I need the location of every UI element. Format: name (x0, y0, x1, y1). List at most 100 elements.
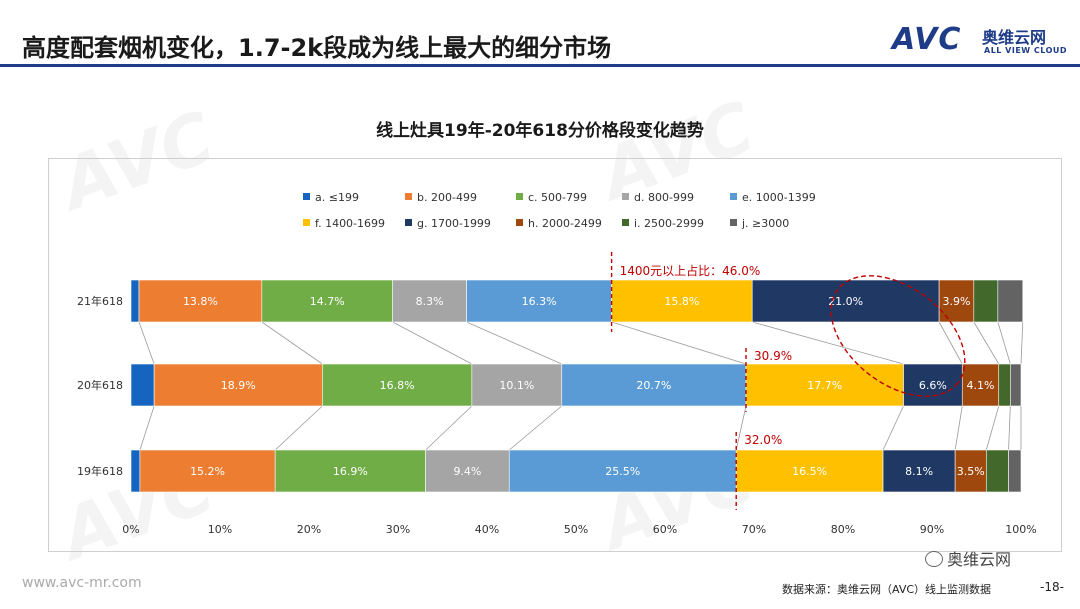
series-connector-line (392, 321, 473, 365)
legend-swatch (405, 219, 412, 226)
bar-segment (130, 449, 141, 493)
y-category-label: 19年618 (77, 464, 123, 478)
legend-swatch (303, 219, 310, 226)
bar-segment (882, 449, 956, 493)
x-tick-label: 80% (831, 523, 855, 536)
series-connector-line (997, 321, 1011, 365)
wechat-label: 奥维云网 (947, 550, 1012, 569)
bar-data-label: 16.9% (333, 465, 368, 478)
x-tick-label: 10% (208, 523, 232, 536)
bar-data-label: 21.0% (828, 295, 863, 308)
x-tick-label: 40% (475, 523, 499, 536)
bar-segment (466, 279, 612, 323)
bar-data-label: 6.6% (919, 379, 947, 392)
bar-data-label: 3.5% (957, 465, 985, 478)
x-tick-label: 20% (297, 523, 321, 536)
legend-swatch (516, 219, 523, 226)
bar-data-label: 17.7% (807, 379, 842, 392)
wechat-badge: 奥维云网 (925, 546, 1011, 570)
series-connector-line (752, 321, 904, 365)
logo-en: ALL VIEW CLOUD (984, 46, 1068, 55)
bar-segment (392, 279, 467, 323)
bar-data-label: 15.8% (664, 295, 699, 308)
bar-data-label: 25.5% (605, 465, 640, 478)
legend-swatch (622, 219, 629, 226)
legend-label: f. 1400-1699 (315, 217, 385, 230)
x-tick-label: 100% (1005, 523, 1036, 536)
footer-url: www.avc-mr.com (22, 575, 142, 591)
bar-segment (322, 363, 473, 407)
legend-label: d. 800-999 (634, 191, 694, 204)
legend-swatch (516, 193, 523, 200)
bar-data-label: 14.7% (310, 295, 345, 308)
series-connector-line (466, 321, 562, 365)
bar-segment (1008, 449, 1022, 493)
bar-data-label: 8.1% (905, 465, 933, 478)
logo-avc: AVC (892, 22, 962, 57)
legend-label: j. ≥3000 (741, 217, 789, 230)
series-connector-line (138, 321, 155, 365)
y-category-label: 20年618 (77, 378, 123, 392)
bar-segment (274, 449, 426, 493)
x-tick-label: 50% (564, 523, 588, 536)
bar-segment (130, 279, 140, 323)
x-tick-label: 60% (653, 523, 677, 536)
legend-swatch (303, 193, 310, 200)
bar-segment (425, 449, 510, 493)
series-connector-line (882, 405, 904, 451)
bar-segment (508, 449, 737, 493)
bar-segment (954, 449, 987, 493)
bar-segment (735, 449, 884, 493)
annotation-label: 32.0% (744, 433, 782, 447)
bar-segment (138, 279, 263, 323)
bar-segment (985, 449, 1009, 493)
title-divider (0, 64, 1080, 67)
bar-data-label: 16.8% (380, 379, 415, 392)
x-tick-label: 30% (386, 523, 410, 536)
y-category-label: 21年618 (77, 294, 123, 308)
logo-cn: 奥维云网 (982, 28, 1047, 47)
bar-data-label: 8.3% (416, 295, 444, 308)
page-number: -18- (1040, 580, 1064, 594)
legend-label: c. 500-799 (528, 191, 587, 204)
slide-title: 高度配套烟机变化，1.7-2k段成为线上最大的细分市场 (22, 34, 612, 62)
bar-segment (261, 279, 393, 323)
legend-label: b. 200-499 (417, 191, 477, 204)
annotation-label: 1400元以上占比：46.0% (620, 263, 761, 278)
bar-data-label: 16.3% (522, 295, 557, 308)
bar-data-label: 4.1% (967, 379, 995, 392)
series-connector-line (425, 405, 473, 451)
chart-title: 线上灶具19年-20年618分价格段变化趋势 (376, 121, 704, 141)
series-connector-line (938, 321, 963, 365)
series-connector-line (508, 405, 563, 451)
bar-segment (130, 363, 155, 407)
bar-segment (611, 279, 753, 323)
series-connector-line (985, 405, 1000, 451)
bar-segment (903, 363, 963, 407)
bar-data-label: 16.5% (792, 465, 827, 478)
bar-data-label: 13.8% (183, 295, 218, 308)
bar-segment (1010, 363, 1022, 407)
bar-segment (961, 363, 1000, 407)
legend-label: h. 2000-2499 (528, 217, 602, 230)
legend-swatch (730, 219, 737, 226)
bar-segment (751, 279, 940, 323)
legend-label: g. 1700-1999 (417, 217, 491, 230)
series-connector-line (261, 321, 323, 365)
brand-logo: AVC 奥维云网 ALL VIEW CLOUD (880, 22, 1070, 62)
annotation-ellipse (830, 275, 966, 397)
bar-data-label: 10.1% (499, 379, 534, 392)
annotation-label: 30.9% (754, 349, 792, 363)
legend-swatch (405, 193, 412, 200)
legend-swatch (730, 193, 737, 200)
bar-data-label: 18.9% (221, 379, 256, 392)
bar-data-label: 9.4% (453, 465, 481, 478)
x-tick-label: 70% (742, 523, 766, 536)
bar-segment (139, 449, 276, 493)
bar-segment (561, 363, 747, 407)
bar-segment (938, 279, 975, 323)
bar-data-label: 3.9% (942, 295, 970, 308)
bar-segment (998, 363, 1011, 407)
bar-segment (997, 279, 1024, 323)
